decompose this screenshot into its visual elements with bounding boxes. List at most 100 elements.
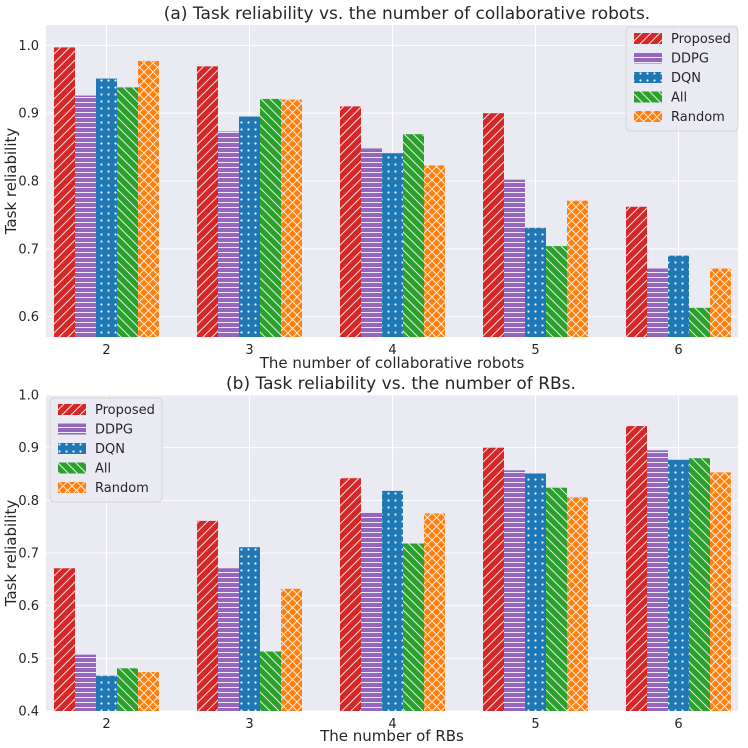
chart-b-bar-random-6 [710,472,731,711]
chart-a-ytick-label: 0.6 [18,310,39,325]
chart-b-xticks: 2 3 4 5 6 [102,717,682,732]
chart-b-xtick-label: 2 [102,717,110,732]
chart-b-legend-item-all: All [58,462,111,477]
chart-a-legend-label: All [671,91,687,106]
chart-a-bars [54,47,731,338]
chart-a-legend-item-random: Random [634,110,725,125]
chart-b-xtick-label: 6 [674,717,682,732]
chart-b-xtick-label: 5 [531,717,539,732]
chart-b-bar-all-2 [117,668,138,711]
chart-a-bar-proposed-2 [54,47,75,338]
chart-a-bar-random-6 [710,268,731,337]
chart-b-legend-item-ddpg: DDPG [58,423,133,438]
chart-b-ytick-label: 0.9 [18,441,39,456]
chart-a-legend-label: Random [671,110,725,125]
chart-a-bar-dqn-3 [239,116,260,337]
chart-a-legend-item-all: All [634,91,687,106]
chart-b-bar-dqn-2 [96,675,117,711]
chart-a-legend-item-proposed: Proposed [634,32,731,47]
chart-b-bar-random-2 [138,672,159,711]
chart-a-legend-label: DQN [671,71,701,86]
chart-b-legend-label: All [95,462,111,477]
chart-b-ytick-label: 0.5 [18,652,39,667]
chart-a-ytick-label: 0.8 [18,175,39,190]
chart-b-title: (b) Task reliability vs. the number of R… [226,374,576,394]
chart-b-bar-all-5 [546,487,567,711]
chart-b-legend-item-proposed: Proposed [58,403,155,418]
chart-b-legend-item-random: Random [58,481,149,496]
chart-b-ytick-label: 0.4 [18,705,39,720]
chart-b-legend: Proposed DDPG DQN All Random [49,397,163,503]
chart-a-xtick-label: 5 [531,343,539,358]
chart-a-bar-all-5 [546,246,567,337]
chart-b-bar-dqn-4 [382,490,403,711]
chart-b-bar-all-6 [689,458,710,711]
chart-a-bar-ddpg-3 [218,131,239,337]
chart-b-bar-ddpg-4 [361,512,382,711]
chart-b-legend-label: DDPG [95,423,133,438]
chart-b-xlabel: The number of RBs [319,727,464,745]
chart-a-bar-all-3 [260,98,281,337]
chart-a-xticks: 2 3 4 5 6 [102,343,682,358]
chart-a-bar-random-2 [138,60,159,338]
chart-b-bar-proposed-4 [340,478,361,711]
chart-a-legend-label: DDPG [671,52,709,67]
chart-b-bar-all-4 [403,543,424,711]
chart-b-bar-random-3 [281,588,302,711]
chart-a-bar-all-4 [403,134,424,337]
chart-a-bar-ddpg-6 [647,268,668,337]
chart-a-bar-random-3 [281,99,302,337]
chart-a-bar-dqn-4 [382,153,403,337]
chart-a-legend-item-ddpg: DDPG [634,52,709,67]
chart-a: (a) Task reliability vs. the number of c… [2,4,739,372]
chart-b-bar-dqn-6 [668,459,689,711]
chart-b-bar-all-3 [260,651,281,711]
chart-b-bar-proposed-6 [626,426,647,711]
chart-a-title: (a) Task reliability vs. the number of c… [164,4,650,24]
chart-a-ytick-label: 0.7 [18,242,39,257]
chart-a-xtick-label: 2 [102,343,110,358]
chart-a-bar-dqn-5 [525,227,546,337]
chart-a-ytick-label: 1.0 [18,39,39,54]
chart-a-bar-dqn-6 [668,255,689,337]
chart-a-bar-all-2 [117,87,138,338]
chart-a-ytick-label: 0.9 [18,107,39,122]
chart-b-bar-ddpg-2 [75,654,96,711]
chart-b-bar-random-4 [424,513,445,711]
chart-b-bars [54,426,731,711]
chart-b-bar-dqn-5 [525,473,546,711]
chart-b-legend-label: DQN [95,442,125,457]
chart-b-bar-proposed-5 [483,447,504,711]
chart-b-bar-ddpg-6 [647,450,668,711]
chart-b-yticks: 0.4 0.5 0.6 0.7 0.8 0.9 1.0 [18,389,39,720]
chart-a-bar-random-5 [567,200,588,337]
chart-b-xtick-label: 4 [388,717,396,732]
chart-b-legend-label: Proposed [95,403,155,418]
chart-a-xtick-label: 3 [245,343,253,358]
chart-a-xtick-label: 4 [388,343,396,358]
chart-b-bar-ddpg-3 [218,568,239,711]
chart-a-bar-random-4 [424,165,445,337]
chart-b-legend-item-dqn: DQN [58,442,125,457]
chart-a-bar-proposed-3 [197,66,218,338]
chart-a-bar-all-6 [689,307,710,337]
chart-a-bar-ddpg-2 [75,95,96,338]
chart-a-xtick-label: 6 [674,343,682,358]
chart-b-ylabel: Task reliability [2,500,20,608]
chart-a-legend-label: Proposed [671,32,731,47]
chart-b-bar-ddpg-5 [504,470,525,711]
chart-a-bar-proposed-6 [626,206,647,337]
chart-b-bar-random-5 [567,497,588,711]
chart-b-bar-proposed-3 [197,520,218,711]
chart-a-yticks: 0.6 0.7 0.8 0.9 1.0 [18,39,39,325]
chart-b-ytick-label: 1.0 [18,389,39,404]
chart-b-bar-proposed-2 [54,568,75,711]
chart-a-ylabel: Task reliability [2,128,20,236]
chart-a-bar-ddpg-4 [361,148,382,337]
chart-a-bar-dqn-2 [96,78,117,337]
chart-a-legend: Proposed DDPG DQN All Random [625,26,739,132]
chart-a-bar-proposed-5 [483,113,504,337]
chart-a-xlabel: The number of collaborative robots [259,354,525,372]
chart-a-bar-ddpg-5 [504,179,525,337]
